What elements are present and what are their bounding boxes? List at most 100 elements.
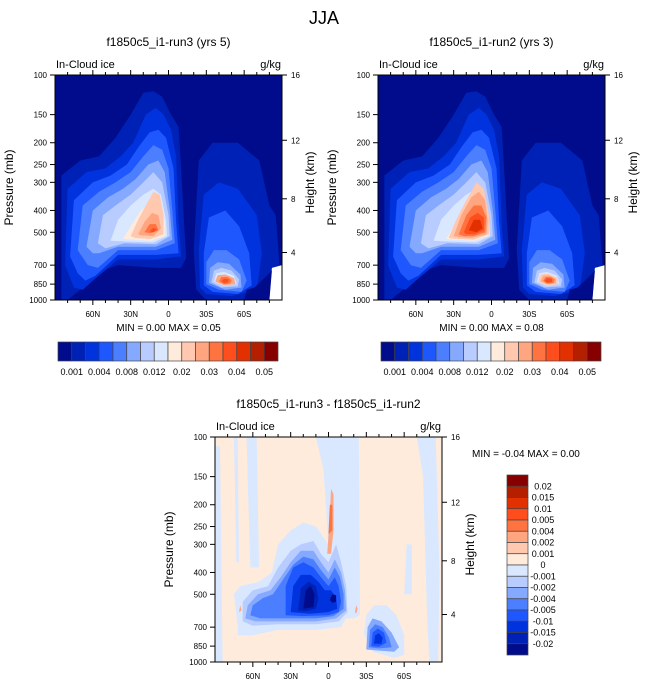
colorbar-swatch [545,341,561,362]
colorbar-swatch [506,508,529,521]
colorbar-label: 0.001 [532,549,555,559]
colorbar-swatch [506,575,529,588]
colorbar-label: 0.02 [496,367,514,377]
colorbar-swatch [421,341,437,362]
y-tick-label: 150 [34,111,48,120]
main-title: JJA [308,8,339,28]
panel-run3: f1850c5_i1-run3 (yrs 5) In-Cloud ice g/kg 1… [2,35,317,377]
colorbar-swatch [263,341,279,362]
colorbar-swatch [586,341,602,362]
colorbar-label: -0.015 [530,628,556,638]
contour-field [378,75,605,300]
colorbar: 0.001 0.004 0.008 0.012 0.02 0.03 0.04 0.05 [57,341,279,377]
contour-fill-tropic-12 [149,227,158,233]
colorbar-swatch [98,341,114,362]
x-tick-label: 60N [85,310,100,319]
right-tick-label: 4 [291,248,296,257]
colorbar-label: -0.005 [530,605,556,615]
y-tick-label: 100 [34,71,48,80]
y-tick-label: 850 [357,280,371,289]
units-label: g/kg [260,59,281,71]
y-tick-label: 200 [34,139,48,148]
y-tick-label: 250 [357,161,371,170]
colorbar-label: 0.03 [523,367,541,377]
contour-fill-neg-light-8 [404,544,412,595]
colorbar-swatch [506,632,529,645]
units-label: g/kg [583,59,604,71]
y-tick-label: 850 [34,280,48,289]
colorbar-swatch [559,341,574,362]
contour-fill-neg-light-0 [215,446,223,662]
colorbar-label: 0.008 [438,367,461,377]
y-tick-label: 200 [357,139,371,148]
right-tick-label: 4 [614,248,619,257]
contour-fill-sh-neg-13 [373,633,383,644]
y-tick-label: 400 [357,206,371,215]
colorbar-swatch [435,341,451,362]
y-tick-label: 150 [357,111,371,120]
contour-fill-neg-15 [303,586,315,609]
right-axis-label: Height (km) [463,513,477,575]
colorbar-swatch [518,341,533,362]
contour-field [55,75,282,300]
colorbar-label: 0.04 [228,367,246,377]
colorbar-swatch [449,341,464,362]
missing-data-region [237,265,282,300]
panel-diff: f1850c5_i1-run3 - f1850c5_i1-run2 In-Clou… [162,397,580,681]
x-tick-label: 60N [408,310,423,319]
x-tick-label: 60S [560,310,574,319]
y-tick-label: 300 [34,178,48,187]
right-tick-label: 8 [291,195,296,204]
colorbar-swatch [208,341,224,362]
colorbar-swatch [394,341,409,362]
colorbar-label: 0.012 [143,367,166,377]
x-tick-label: 60N [245,672,260,681]
colorbar-label: 0.015 [532,493,555,503]
field-patch [567,270,595,300]
colorbar-label: 0.01 [534,504,552,514]
y-tick-label: 400 [34,206,48,215]
contour-fill-neg-light-5 [416,437,440,662]
x-tick-label: 30N [283,672,298,681]
colorbar-label: 0.05 [255,367,273,377]
x-tick-label: 0 [166,310,171,319]
colorbar: 0.001 0.004 0.008 0.012 0.02 0.03 0.04 0.05 [380,341,602,377]
min-max-stats: MIN = -0.04 MAX = 0.00 [472,449,580,460]
y-tick-label: 500 [357,228,371,237]
right-tick-label: 16 [291,71,300,80]
y-tick-label: 400 [194,568,208,577]
colorbar-swatch [167,341,183,362]
right-tick-label: 12 [291,136,300,145]
x-tick-label: 30N [446,310,461,319]
colorbar-swatch [222,341,238,362]
right-tick-label: 8 [451,557,456,566]
colorbar-swatch [181,341,196,362]
y-tick-label: 250 [34,161,48,170]
colorbar-swatch [380,341,396,362]
field-patch [244,270,272,300]
colorbar-label: 0 [540,560,545,570]
contour-fill-pos-2 [239,605,242,613]
contour-fill-tropic-13 [468,219,483,233]
right-tick-label: 16 [451,433,460,442]
colorbar-label: 0.002 [532,538,555,548]
y-tick-label: 1000 [352,296,370,305]
colorbar-label: -0.02 [533,639,554,649]
contour-fill-pos-1 [355,605,358,614]
colorbar-swatch [85,341,100,362]
colorbar-label: 0.02 [534,481,552,491]
colorbar-swatch [506,474,529,487]
colorbar-label: 0.02 [173,367,191,377]
y-axis-label: Pressure (mb) [2,149,16,225]
colorbar-swatch [490,341,506,362]
x-tick-label: 30S [359,672,373,681]
panel-run2: f1850c5_i1-run2 (yrs 3) In-Cloud ice g/kg 1… [325,35,640,377]
colorbar-swatch [195,341,210,362]
y-tick-label: 500 [34,228,48,237]
colorbar-label: -0.002 [530,583,556,593]
colorbar-swatch [236,341,251,362]
y-axis-label: Pressure (mb) [162,511,176,587]
y-axis-label: Pressure (mb) [325,149,339,225]
colorbar-label: -0.004 [530,594,556,604]
